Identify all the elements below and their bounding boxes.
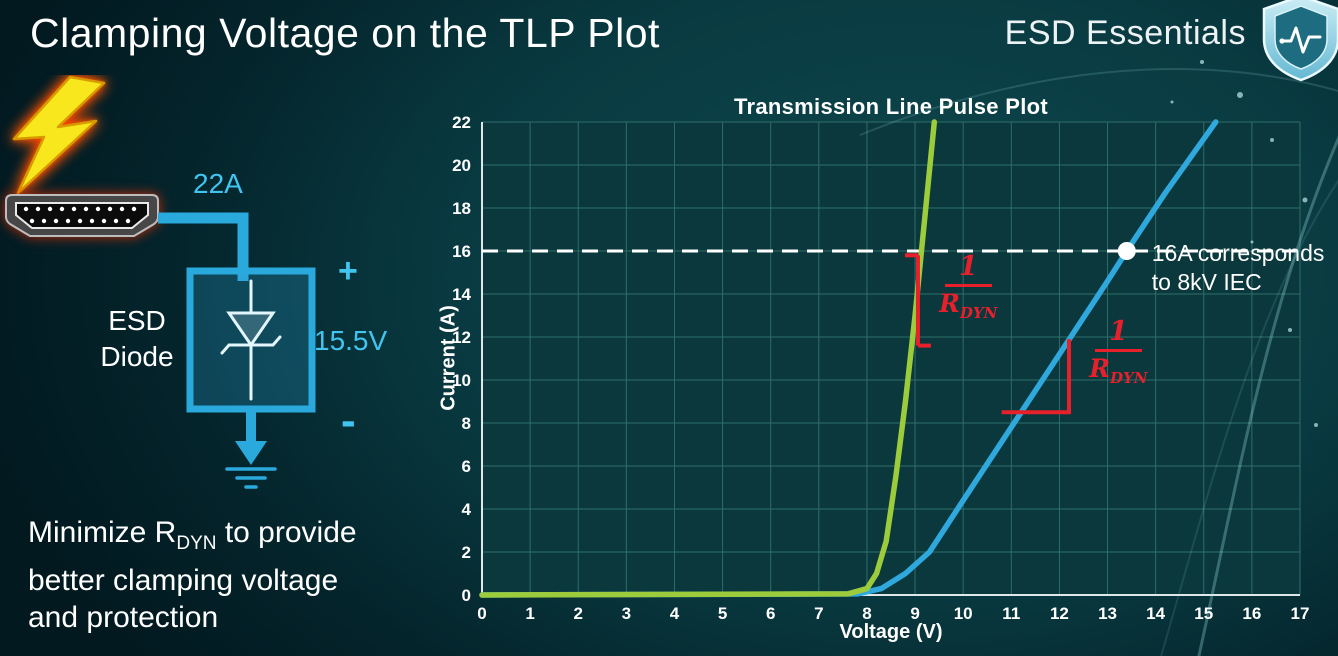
y-tick-label: 10 — [452, 371, 471, 390]
tlp-plot-canvas: 0 1 2 3 4 5 6 7 8 9 10 11 12 13 14 15 16 1702468101214161… — [452, 113, 1310, 623]
caption-line2: better clamping voltage — [28, 564, 339, 597]
zener-diode-symbol — [220, 279, 282, 401]
esd-diode-label: ESD Diode — [92, 303, 182, 375]
x-tick-label: 17 — [1291, 604, 1310, 623]
polarity-minus-label: - — [341, 396, 356, 445]
x-tick-label: 6 — [766, 604, 775, 623]
x-tick-label: 15 — [1194, 604, 1213, 623]
y-tick-label: 20 — [452, 156, 471, 175]
y-tick-label: 16 — [452, 242, 471, 261]
x-tick-label: 11 — [1002, 604, 1020, 623]
x-tick-label: 13 — [1098, 604, 1117, 623]
hdmi-connector-icon — [5, 194, 159, 237]
esd-diode-label-line1: ESD — [108, 305, 166, 336]
y-axis-label: Current (A) — [437, 305, 460, 411]
x-axis-label: Voltage (V) — [839, 621, 943, 643]
blue-slope-bracket — [1001, 339, 1072, 415]
caption-line1: Minimize RDYN to provide — [28, 516, 357, 554]
x-tick-label: 2 — [574, 604, 583, 623]
y-tick-label: 14 — [452, 285, 471, 304]
rdyn-fraction-green: 1 RDYN — [939, 251, 998, 323]
x-tick-label: 0 — [477, 604, 486, 623]
surge-current-label: 22A — [193, 168, 243, 199]
page-title: Clamping Voltage on the TLP Plot — [30, 10, 660, 56]
marker-dot — [1117, 242, 1136, 260]
x-tick-label: 5 — [718, 604, 727, 623]
y-tick-label: 2 — [462, 543, 471, 562]
lightning-bolt-icon — [12, 75, 106, 195]
esd-diode-label-line2: Diode — [100, 341, 174, 372]
y-tick-label: 22 — [452, 113, 471, 132]
brand-title: ESD Essentials — [1004, 14, 1246, 52]
x-tick-label: 3 — [622, 604, 631, 623]
polarity-plus-label: + — [338, 252, 358, 290]
y-tick-label: 12 — [452, 328, 471, 347]
y-tick-label: 0 — [462, 586, 471, 605]
x-tick-label: 8 — [862, 604, 871, 623]
rdyn-fraction-blue: 1 RDYN — [1089, 315, 1148, 387]
blue-curve-higher-rdyn — [479, 119, 1219, 598]
x-tick-label: 9 — [910, 604, 919, 623]
iec-annotation-line1: 16A corresponds — [1151, 240, 1325, 266]
y-tick-label: 8 — [462, 414, 471, 433]
esd-protection-diagram — [5, 75, 316, 489]
y-tick-label: 18 — [452, 199, 471, 218]
x-tick-label: 14 — [1146, 604, 1165, 623]
clamp-voltage-label: 15.5V — [314, 325, 388, 356]
ground-symbol — [225, 409, 277, 489]
caption-line3: and protection — [28, 601, 219, 634]
y-tick-label: 4 — [462, 500, 472, 519]
surge-wire — [158, 212, 249, 281]
x-tick-label: 7 — [814, 604, 823, 623]
x-tick-label: 12 — [1050, 604, 1069, 623]
y-tick-label: 6 — [462, 457, 471, 476]
x-tick-label: 16 — [1242, 604, 1261, 623]
x-tick-label: 4 — [670, 604, 680, 623]
iec-annotation: 16A corresponds to 8kV IEC — [1152, 239, 1325, 297]
takeaway-caption: Minimize RDYN to provide better clamping… — [28, 514, 357, 636]
esd-shield-icon — [1262, 0, 1338, 82]
chart-title: Transmission Line Pulse Plot — [733, 94, 1049, 119]
iec-annotation-line2: to 8kV IEC — [1151, 269, 1262, 295]
x-tick-label: 1 — [525, 604, 534, 623]
x-tick-label: 10 — [954, 604, 973, 623]
